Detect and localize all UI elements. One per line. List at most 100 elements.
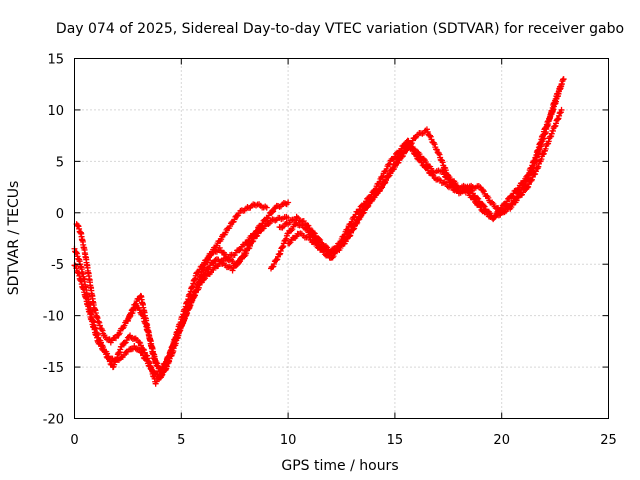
- y-tick-label: -5: [51, 258, 64, 273]
- data-point: [247, 242, 254, 249]
- data-series: [285, 76, 567, 261]
- data-point: [528, 168, 535, 175]
- data-point: [289, 226, 296, 233]
- data-point: [424, 128, 431, 135]
- data-point: [399, 153, 406, 160]
- x-axis-label: GPS time / hours: [281, 458, 398, 474]
- data-point: [271, 261, 278, 268]
- data-marks: [71, 76, 567, 387]
- data-point: [339, 240, 346, 247]
- y-tick-label: 15: [47, 53, 64, 68]
- y-tick-label: 0: [56, 207, 64, 222]
- data-point: [243, 250, 250, 257]
- data-point: [499, 209, 506, 216]
- x-tick-label: 25: [600, 433, 617, 448]
- data-point: [391, 153, 398, 160]
- data-point: [383, 177, 389, 184]
- data-point: [374, 190, 381, 197]
- data-point: [334, 246, 341, 253]
- data-point: [216, 244, 223, 251]
- data-point: [285, 199, 292, 206]
- data-point: [137, 342, 144, 349]
- data-point: [249, 238, 256, 245]
- data-point: [286, 240, 293, 247]
- y-axis: -20 -15 -10 -5 0 5 10 15: [43, 53, 609, 428]
- data-point: [222, 251, 229, 258]
- y-tick-label: -15: [43, 361, 64, 376]
- x-tick-label: 10: [280, 433, 297, 448]
- data-point: [222, 229, 229, 236]
- data-point: [132, 301, 139, 308]
- data-point: [355, 216, 362, 223]
- data-point: [383, 165, 390, 172]
- data-point: [207, 252, 214, 259]
- data-point: [121, 322, 128, 329]
- data-point: [218, 236, 225, 243]
- data-point: [505, 203, 512, 210]
- x-tick-label: 0: [70, 433, 78, 448]
- data-point: [322, 243, 329, 250]
- data-point: [480, 188, 487, 195]
- data-point: [163, 358, 170, 365]
- data-point: [105, 354, 112, 361]
- data-point: [195, 269, 202, 276]
- data-point: [102, 351, 109, 358]
- data-point: [513, 193, 520, 200]
- plot-frame: [74, 58, 609, 419]
- data-point: [265, 220, 272, 227]
- data-point: [427, 133, 434, 140]
- data-point: [403, 147, 410, 154]
- data-point: [250, 238, 257, 245]
- data-point: [526, 172, 533, 179]
- data-point: [269, 209, 276, 216]
- data-point: [140, 346, 147, 353]
- x-tick-label: 20: [493, 433, 510, 448]
- data-point: [518, 187, 525, 194]
- data-point: [136, 339, 143, 346]
- data-point: [293, 213, 300, 220]
- data-point: [273, 257, 280, 264]
- data-point: [263, 204, 270, 211]
- data-point: [348, 218, 355, 225]
- data-point: [310, 229, 317, 236]
- data-point: [532, 171, 539, 178]
- data-point: [205, 257, 212, 264]
- data-point: [416, 156, 423, 163]
- data-point: [279, 224, 286, 231]
- x-tick-label: 5: [177, 433, 185, 448]
- data-point: [431, 141, 438, 148]
- data-point: [227, 223, 234, 230]
- data-point: [391, 163, 398, 170]
- data-series: [124, 213, 292, 375]
- data-point: [470, 196, 477, 203]
- y-tick-label: -10: [43, 310, 64, 325]
- chart-title: Day 074 of 2025, Sidereal Day-to-day VTE…: [56, 21, 624, 37]
- data-point: [121, 340, 128, 347]
- y-tick-label: 5: [56, 155, 64, 170]
- x-tick-label: 15: [387, 433, 404, 448]
- data-point: [560, 76, 567, 83]
- y-axis-label: SDTVAR / TECUs: [6, 181, 22, 296]
- data-point: [528, 176, 535, 183]
- data-point: [359, 210, 366, 217]
- data-point: [378, 183, 385, 190]
- data-point: [480, 186, 487, 193]
- data-point: [330, 253, 337, 260]
- data-point: [364, 204, 371, 211]
- x-axis: 0 5 10 15 20 25: [70, 58, 617, 448]
- data-point: [509, 200, 516, 207]
- data-point: [429, 171, 436, 178]
- data-series: [276, 81, 565, 255]
- data-point: [98, 343, 105, 350]
- data-point: [201, 264, 208, 271]
- data-point: [528, 177, 535, 184]
- data-point: [236, 247, 243, 254]
- y-tick-label: 10: [47, 104, 64, 119]
- data-point: [558, 106, 565, 113]
- data-point: [116, 330, 123, 337]
- data-point: [282, 200, 289, 207]
- data-point: [438, 167, 445, 174]
- data-point: [426, 132, 433, 139]
- data-point: [237, 258, 244, 265]
- data-point: [386, 160, 393, 167]
